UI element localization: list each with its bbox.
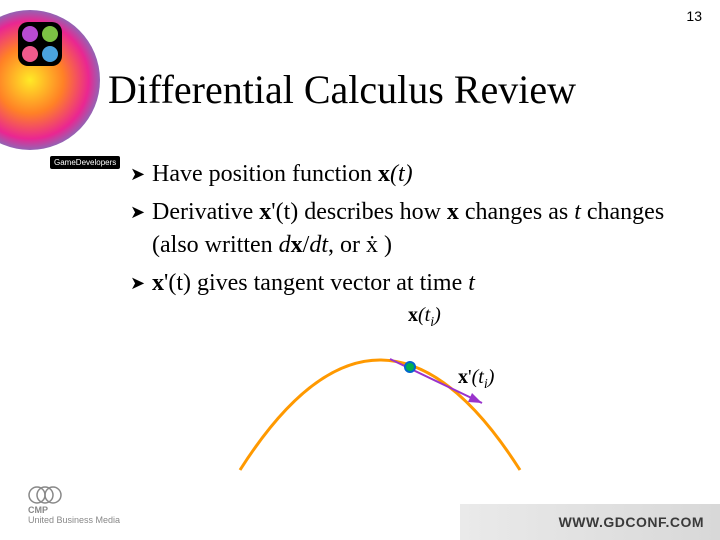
label-xprime-ti: x'(ti) <box>458 366 494 393</box>
text: t <box>468 270 475 296</box>
footer-bar: WWW.GDCONF.COM <box>460 504 720 540</box>
bullet-icon: ➤ <box>130 162 152 186</box>
text: x <box>458 366 468 388</box>
bullet-item: ➤ Derivative x'(t) describes how x chang… <box>130 196 680 261</box>
text: ) <box>378 232 392 258</box>
text: changes as <box>459 199 574 225</box>
text: d <box>279 232 291 258</box>
text: ) <box>488 366 495 388</box>
bullet-icon: ➤ <box>130 200 152 224</box>
text: x <box>259 199 271 225</box>
cmp-logo: CMP United Business Media <box>28 486 120 526</box>
gdc-text: GameDevelopers <box>54 158 116 167</box>
cmp-sub: United Business Media <box>28 516 120 526</box>
bullet-text: x'(t) gives tangent vector at time t <box>152 267 475 299</box>
text: ẋ <box>366 232 378 258</box>
footer-url: WWW.GDCONF.COM <box>559 514 704 530</box>
text: dt <box>309 232 328 258</box>
bullet-item: ➤ x'(t) gives tangent vector at time t <box>130 267 680 299</box>
page-number: 13 <box>686 8 702 24</box>
tangent-arrowhead <box>468 393 482 403</box>
tangent-chart: x(ti) x'(ti) <box>220 310 540 480</box>
bullet-item: ➤ Have position function x(t) <box>130 158 680 190</box>
text: Have position function <box>152 161 378 187</box>
slide-title: Differential Calculus Review <box>108 66 576 113</box>
slide: 13 GameDevelopers Differential Calculus … <box>0 0 720 540</box>
text: x <box>152 270 164 296</box>
bullet-list: ➤ Have position function x(t) ➤ Derivati… <box>130 158 680 306</box>
chart-svg <box>220 310 540 480</box>
text: '(t) gives tangent vector at time <box>164 270 468 296</box>
text: (t <box>418 304 430 326</box>
text: t <box>574 199 581 225</box>
bullet-icon: ➤ <box>130 271 152 295</box>
bullet-text: Have position function x(t) <box>152 158 413 190</box>
text: , or <box>328 232 366 258</box>
text: '(t) describes how <box>271 199 447 225</box>
text: Derivative <box>152 199 259 225</box>
curve-point <box>405 362 415 372</box>
text: x <box>378 161 390 187</box>
text: x <box>408 304 418 326</box>
cmp-icon <box>28 486 62 504</box>
text: (t) <box>390 161 413 187</box>
text: x <box>291 232 303 258</box>
label-x-ti: x(ti) <box>408 304 441 331</box>
text: x <box>447 199 459 225</box>
gdc-badge: GameDevelopers <box>50 156 120 169</box>
bullet-text: Derivative x'(t) describes how x changes… <box>152 196 680 261</box>
corner-logo <box>0 0 100 220</box>
text: ) <box>434 304 441 326</box>
text: (t <box>472 366 484 388</box>
